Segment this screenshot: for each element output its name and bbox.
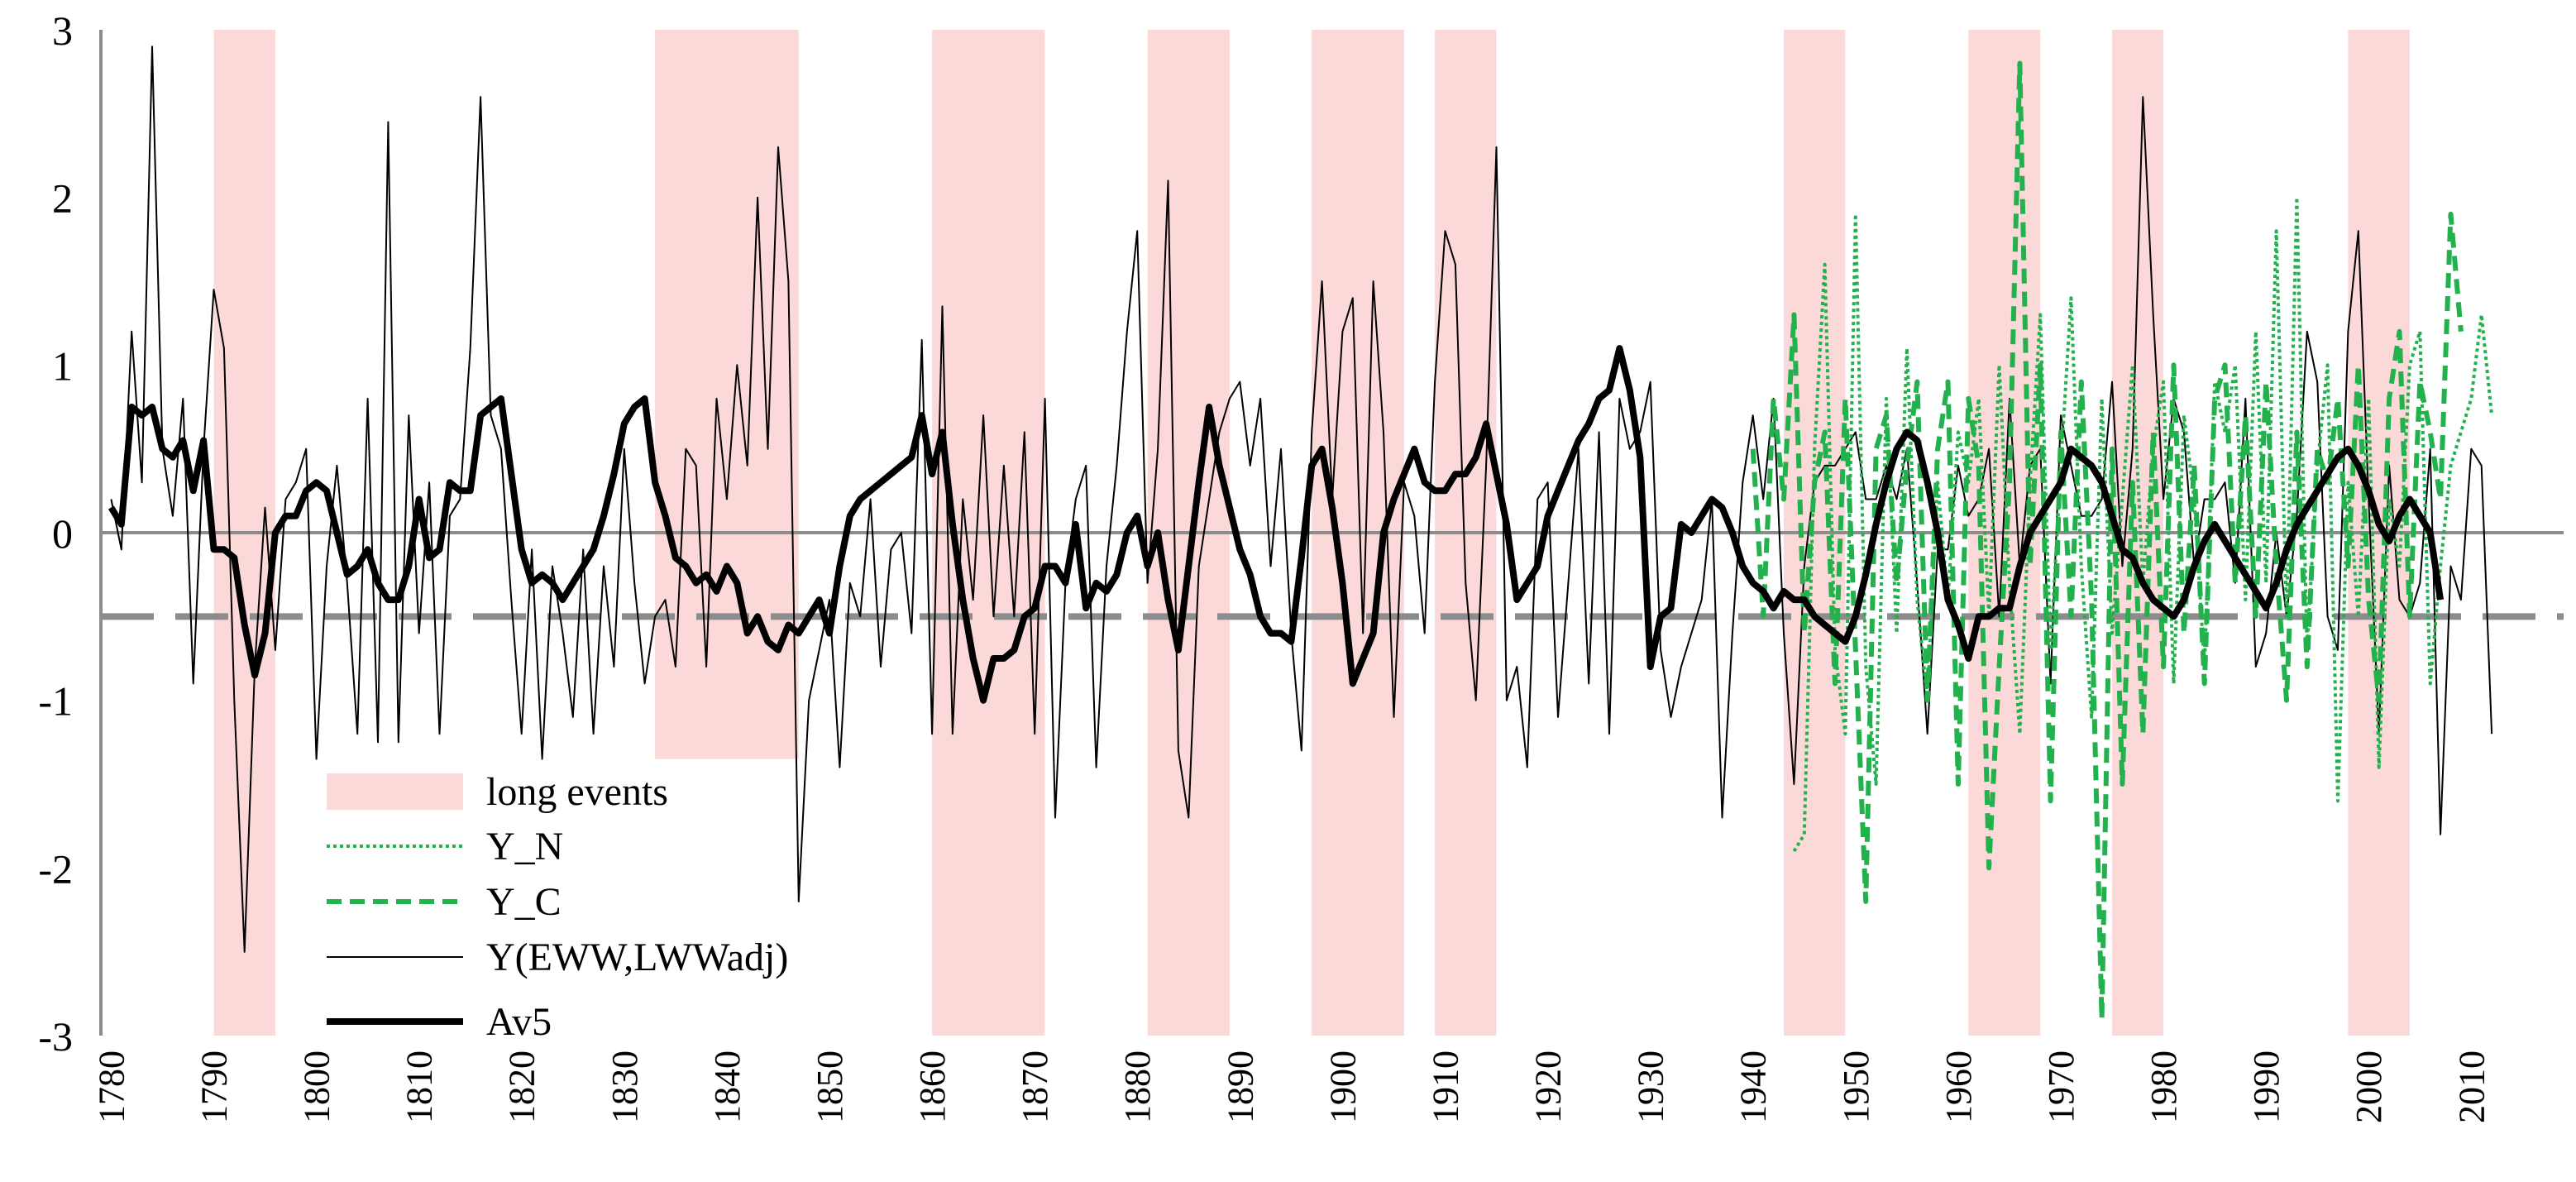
- x-tick-label: 1920: [1528, 1050, 1569, 1123]
- series-line-av5: [108, 345, 2445, 704]
- x-tick-label: 1970: [2041, 1050, 2081, 1123]
- x-tick-label: 1940: [1733, 1050, 1774, 1123]
- long-event-band: [655, 30, 799, 759]
- legend-label: Y_C: [486, 880, 562, 924]
- x-tick-label: 1810: [399, 1050, 440, 1123]
- x-tick-label: 1910: [1425, 1050, 1465, 1123]
- ticks-layer: 3 2 1 0 -1 -2 -3 1780 1790 1800 1810 1820 1830 1840 18…: [38, 7, 2492, 1123]
- x-tick-label: 1880: [1117, 1050, 1158, 1123]
- x-tick-label: 1800: [297, 1050, 337, 1123]
- y-tick-label: -1: [38, 678, 73, 725]
- legend-label: Y_N: [486, 825, 563, 869]
- legend-swatch-long-events: [327, 773, 463, 810]
- y-tick-label: 1: [52, 342, 73, 389]
- x-tick-label: 1890: [1220, 1050, 1260, 1123]
- y-tick-label: 0: [52, 510, 73, 557]
- y-tick-label: 3: [52, 7, 73, 54]
- x-tick-label: 1980: [2143, 1050, 2184, 1123]
- y-tick-label: -2: [38, 845, 73, 892]
- series-layer: [108, 45, 2494, 1022]
- legend-label: Av5: [486, 1000, 552, 1044]
- x-tick-label: 1850: [810, 1050, 850, 1123]
- x-tick-label: 1870: [1015, 1050, 1055, 1123]
- y-tick-label: -3: [38, 1013, 73, 1060]
- x-tick-label: 1840: [707, 1050, 748, 1123]
- legend-label: long events: [486, 770, 668, 814]
- legend-label: Y(EWW,LWWadj): [486, 936, 788, 979]
- x-tick-label: 2000: [2349, 1050, 2389, 1123]
- series-line-y_c: [1750, 60, 2464, 1022]
- legend: long events Y_N Y_C Y(EWW,LWWadj) Av5: [327, 770, 788, 1044]
- x-tick-label: 1830: [605, 1050, 645, 1123]
- x-tick-label: 1860: [912, 1050, 953, 1123]
- x-tick-label: 1960: [1938, 1050, 1979, 1123]
- x-tick-label: 1900: [1322, 1050, 1363, 1123]
- x-tick-label: 1790: [194, 1050, 234, 1123]
- x-tick-label: 1820: [502, 1050, 542, 1123]
- x-tick-label: 1780: [91, 1050, 131, 1123]
- x-tick-label: 1990: [2246, 1050, 2287, 1123]
- x-tick-label: 2010: [2451, 1050, 2492, 1123]
- x-tick-label: 1950: [1836, 1050, 1876, 1123]
- axes-layer: [99, 30, 2564, 1036]
- series-line-y: [110, 45, 2493, 953]
- y-tick-label: 2: [52, 175, 73, 222]
- x-tick-label: 1930: [1631, 1050, 1671, 1123]
